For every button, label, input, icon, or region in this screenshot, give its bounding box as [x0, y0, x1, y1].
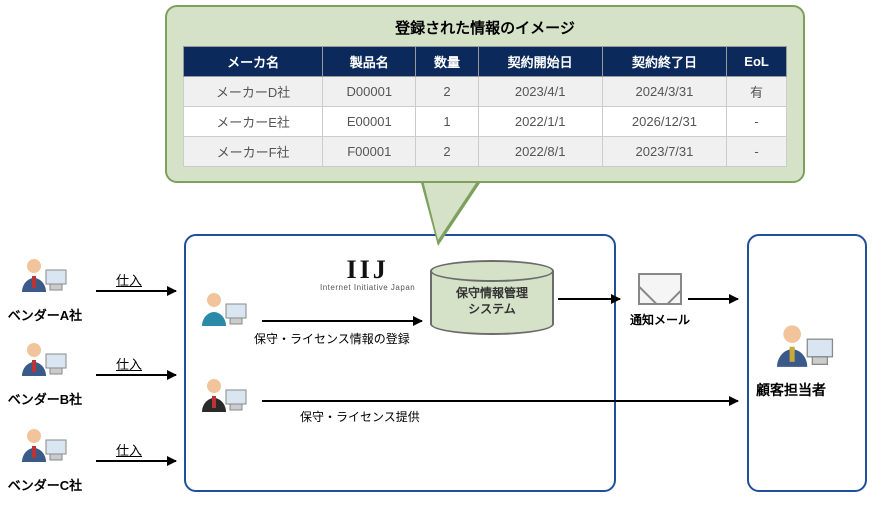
col-product: 製品名 — [323, 47, 416, 77]
provide-label: 保守・ライセンス提供 — [300, 408, 420, 425]
col-eol: EoL — [727, 47, 787, 77]
mail-icon: 通知メール — [630, 273, 690, 328]
col-qty: 数量 — [416, 47, 478, 77]
arrow — [96, 374, 176, 376]
col-maker: メーカ名 — [184, 47, 323, 77]
vendor-b-label: ベンダーB社 — [0, 389, 90, 408]
iij-logo-text: IIJ — [320, 255, 415, 285]
person-icon — [18, 426, 72, 468]
customer-person — [772, 320, 840, 381]
person-icon — [198, 290, 252, 332]
person-icon — [18, 340, 72, 382]
vendor-c-label: ベンダーC社 — [0, 475, 90, 494]
info-table: メーカ名 製品名 数量 契約開始日 契約終了日 EoL メーカーD社D00001… — [183, 46, 787, 167]
col-start: 契約開始日 — [478, 47, 602, 77]
vendor-c: ベンダーC社 — [0, 426, 90, 494]
iij-logo-sub: Internet Initiative Japan — [320, 283, 415, 292]
col-end: 契約終了日 — [602, 47, 726, 77]
vendor-b: ベンダーB社 — [0, 340, 90, 408]
vendor-a: ベンダーA社 — [0, 256, 90, 324]
person-icon — [772, 320, 840, 376]
purchase-label: 仕入 — [116, 354, 142, 373]
customer-label: 顧客担当者 — [756, 380, 826, 400]
table-row: メーカーF社F0000122022/8/12023/7/31- — [184, 137, 787, 167]
envelope-icon — [638, 273, 682, 305]
arrow — [96, 460, 176, 462]
arrow — [688, 298, 738, 300]
purchase-label: 仕入 — [116, 440, 142, 459]
callout-title: 登録された情報のイメージ — [183, 17, 787, 38]
arrow — [558, 298, 620, 300]
mail-label: 通知メール — [630, 311, 690, 328]
vendor-a-label: ベンダーA社 — [0, 305, 90, 324]
purchase-label: 仕入 — [116, 270, 142, 289]
callout-box: 登録された情報のイメージ メーカ名 製品名 数量 契約開始日 契約終了日 EoL… — [165, 5, 805, 183]
person-icon — [198, 376, 252, 418]
register-label: 保守・ライセンス情報の登録 — [254, 330, 410, 347]
arrow — [262, 320, 422, 322]
table-row: メーカーD社D0000122023/4/12024/3/31有 — [184, 77, 787, 107]
iij-logo: IIJ Internet Initiative Japan — [320, 255, 415, 292]
arrow — [262, 400, 738, 402]
staff-provide — [198, 376, 252, 423]
table-row: メーカーE社E0000112022/1/12026/12/31- — [184, 107, 787, 137]
staff-register — [198, 290, 252, 337]
database-icon: 保守情報管理システム — [430, 260, 554, 338]
person-icon — [18, 256, 72, 298]
arrow — [96, 290, 176, 292]
